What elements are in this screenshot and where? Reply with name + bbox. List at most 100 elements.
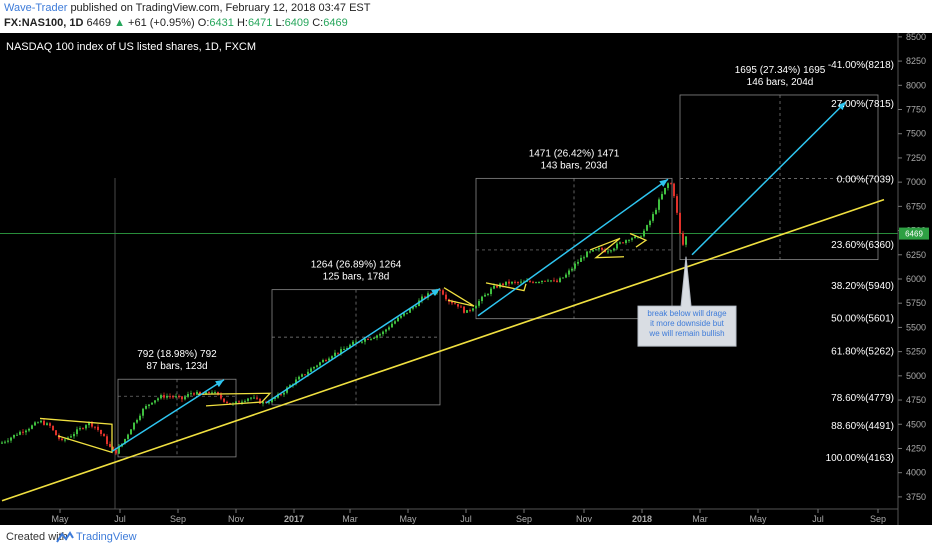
candle-body <box>154 400 156 403</box>
candle-body <box>586 251 588 258</box>
candle-body <box>466 310 468 313</box>
candle-body <box>676 196 678 213</box>
candle-body <box>412 307 414 309</box>
candle-body <box>211 392 213 394</box>
price-tick-label: 4750 <box>906 395 926 405</box>
candle-body <box>13 434 15 438</box>
candle-body <box>196 391 198 395</box>
candle-body <box>361 341 363 343</box>
candle-body <box>451 301 453 304</box>
candle-body <box>73 434 75 437</box>
candle-body <box>439 289 441 291</box>
candle-body <box>100 429 102 434</box>
current-price-badge <box>899 227 929 240</box>
symbol-label: FX:NAS100, 1D <box>4 17 84 29</box>
candle-body <box>547 280 549 282</box>
candle-body <box>682 233 684 245</box>
measure-box <box>679 94 879 261</box>
candle-body <box>427 293 429 298</box>
candle-body <box>112 446 114 450</box>
time-tick-label: 2017 <box>284 514 304 524</box>
candle-body <box>247 398 249 401</box>
price-tick-label: 5750 <box>906 298 926 308</box>
candle-body <box>97 426 99 430</box>
candle-body <box>172 396 174 398</box>
candle-body <box>262 401 264 404</box>
projection-arrow <box>265 288 441 404</box>
measure-label: 1264 (26.89%) 1264 <box>311 260 402 271</box>
candle-body <box>634 236 636 239</box>
candle-body <box>94 426 96 428</box>
candle-body <box>193 393 195 395</box>
measure-label: 792 (18.98%) 792 <box>137 349 217 360</box>
candle-body <box>391 323 393 328</box>
chart-background <box>0 33 932 525</box>
candle-body <box>178 396 180 398</box>
projection-arrow <box>691 101 847 256</box>
candle-body <box>304 374 306 376</box>
candle-body <box>157 398 159 401</box>
price-axis[interactable]: 3750 4000 4250 4500 4750 5000 5250 5500 5750 6000… <box>898 33 929 502</box>
candle-body <box>382 331 384 335</box>
fib-level-label: 78.60%(4779) <box>831 393 894 404</box>
current-price-label: 6469 <box>905 230 923 239</box>
price-tick-label: 4250 <box>906 443 926 453</box>
candle-body <box>571 268 573 271</box>
candle-body <box>445 294 447 300</box>
annotation-callout <box>637 256 737 347</box>
trend-line <box>1 198 885 502</box>
candle-body <box>652 214 654 221</box>
open-value: 6431 <box>209 17 234 29</box>
candle-body <box>403 313 405 316</box>
candle-body <box>151 402 153 405</box>
candle-body <box>502 283 504 286</box>
candle-body <box>166 396 168 398</box>
candle-body <box>538 282 540 284</box>
candle-body <box>514 281 516 283</box>
high-label: H: <box>236 17 248 29</box>
annotation-text: we will remain bullish <box>648 329 724 338</box>
candle-body <box>274 397 276 399</box>
candle-body <box>334 352 336 357</box>
candle-body <box>184 396 186 400</box>
candle-body <box>388 327 390 330</box>
candle-body <box>424 296 426 298</box>
candle-body <box>589 251 591 253</box>
tradingview-link[interactable]: TradingView <box>76 531 137 543</box>
candle-body <box>409 308 411 313</box>
price-tick-label: 7750 <box>906 105 926 115</box>
candle-body <box>520 281 522 283</box>
pattern-wedge <box>197 392 272 407</box>
price-tick-label: 6750 <box>906 201 926 211</box>
time-axis[interactable]: May Jul Sep Nov 2017 Mar May Jul Sep Nov 2018 Mar Ma… <box>51 509 886 524</box>
tradingview-logo-icon[interactable] <box>56 530 74 544</box>
candle-body <box>208 391 210 393</box>
candle-body <box>487 293 489 295</box>
created-with-text: Created with <box>6 531 68 543</box>
candle-body <box>169 396 171 398</box>
candle-body <box>616 243 618 249</box>
candle-body <box>85 425 87 429</box>
candle-body <box>364 339 366 342</box>
candle-body <box>421 296 423 301</box>
candle-body <box>475 305 477 309</box>
candle-body <box>331 356 333 359</box>
candle-body <box>283 392 285 395</box>
measure-sublabel: 143 bars, 203d <box>541 160 608 171</box>
price-tick-label: 6250 <box>906 250 926 260</box>
measure-label: 1695 (27.34%) 1695 <box>735 65 826 76</box>
author-link[interactable]: Wave-Trader <box>4 2 68 14</box>
candle-body <box>481 296 483 302</box>
candle-body <box>373 337 375 339</box>
candle-body <box>319 362 321 366</box>
candle-body <box>43 420 45 425</box>
candle-body <box>142 408 144 416</box>
candle-body <box>601 247 603 250</box>
price-tick-label: 4500 <box>906 419 926 429</box>
candle-body <box>667 183 669 188</box>
candle-body <box>286 387 288 393</box>
candle-body <box>19 431 21 435</box>
candle-body <box>289 385 291 388</box>
